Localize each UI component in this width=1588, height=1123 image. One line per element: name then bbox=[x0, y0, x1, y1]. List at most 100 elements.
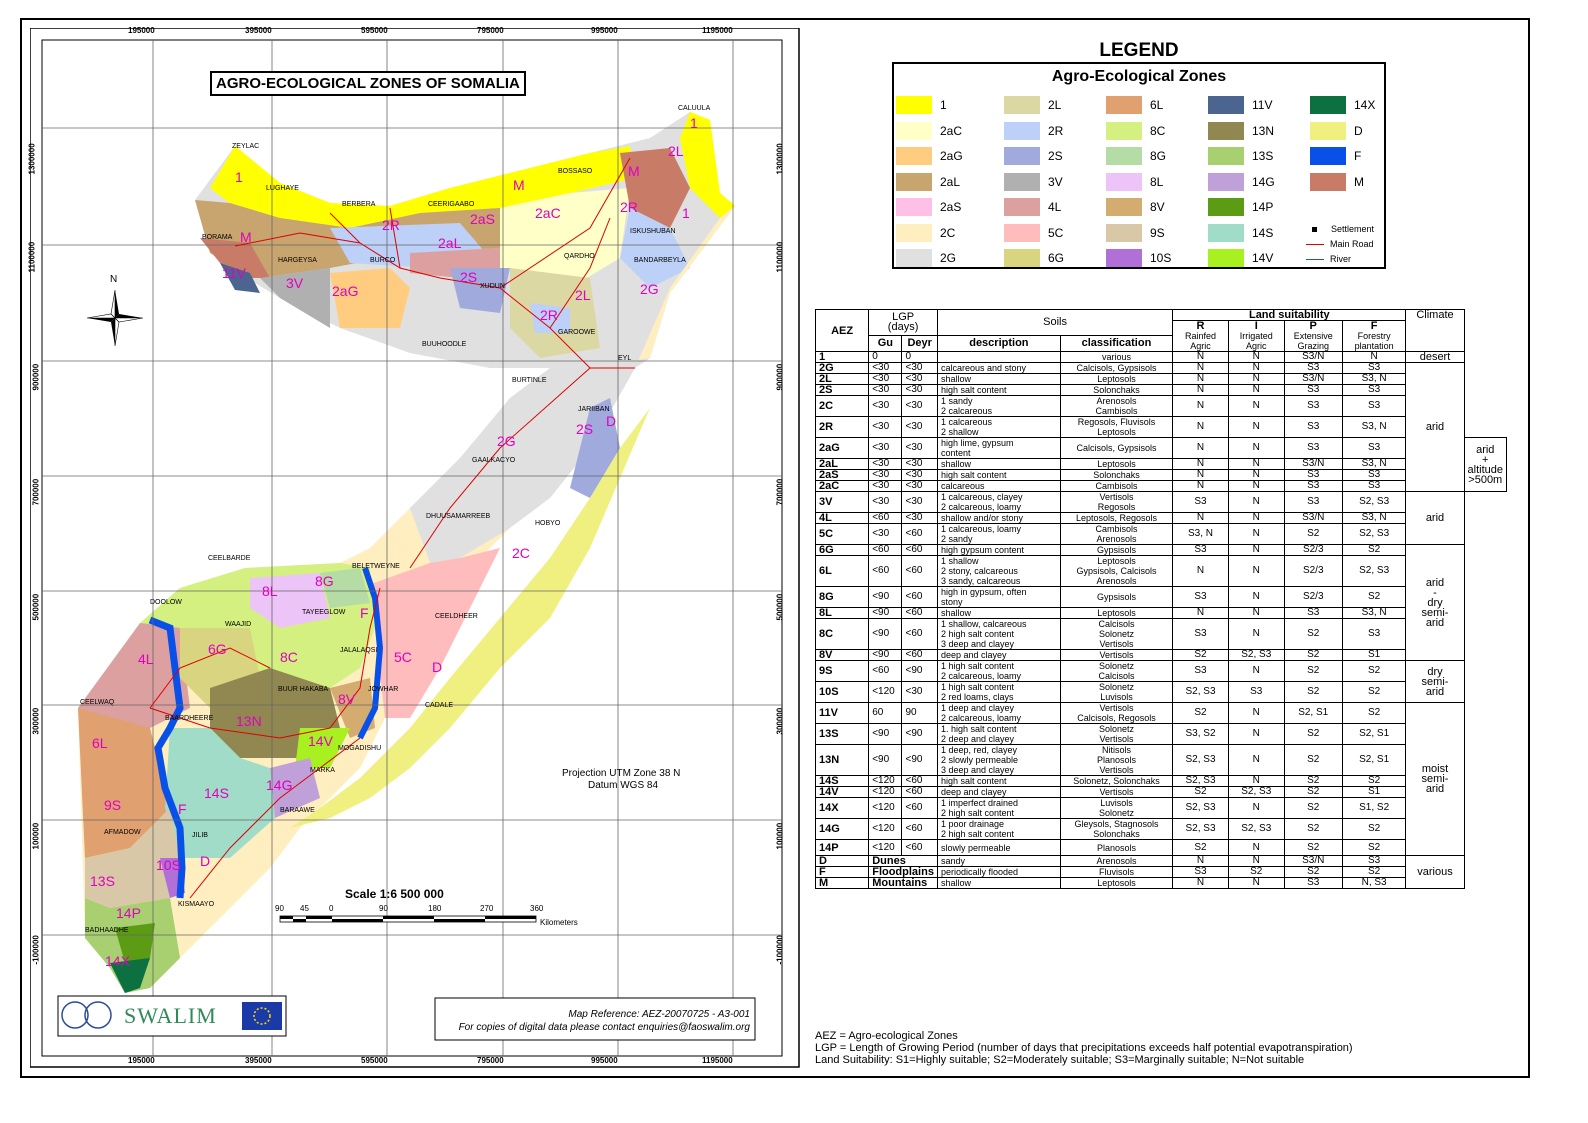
legend-item-10s: 10S bbox=[1106, 249, 1171, 267]
legend-item-3v: 3V bbox=[1004, 172, 1063, 191]
cell-cls: Vertisols Calcisols, Regosols bbox=[1059, 702, 1174, 724]
svg-text:1: 1 bbox=[690, 115, 698, 131]
svg-text:JOWHAR: JOWHAR bbox=[368, 686, 398, 693]
table-row: 8G <90 <60 high in gypsum, often stony Gypsi… bbox=[814, 586, 1507, 608]
aez-table: AEZ LGP (days) Soils Land suitability Cli… bbox=[814, 309, 1508, 889]
cell-r: N bbox=[1172, 607, 1229, 619]
svg-text:CADALE: CADALE bbox=[425, 702, 453, 709]
cell-deyr: <60 bbox=[901, 607, 938, 619]
cell-f: S2 bbox=[1341, 702, 1407, 724]
cell-gu: <90 bbox=[868, 618, 903, 650]
svg-text:14P: 14P bbox=[116, 905, 141, 921]
table-row: 11V 60 90 1 deep and clayey 2 calcareous, l… bbox=[814, 702, 1507, 856]
legend-swatch bbox=[1208, 96, 1244, 114]
cell-climate: desert bbox=[1405, 351, 1465, 363]
svg-text:14X: 14X bbox=[105, 953, 131, 969]
legend-swatch bbox=[1208, 121, 1244, 140]
cell-i: N bbox=[1227, 855, 1285, 867]
cell-f: S3 bbox=[1341, 362, 1407, 374]
legend-item-13n: 13N bbox=[1208, 121, 1274, 140]
table-row: 3V <30 <30 1 calcareous, clayey 2 calcareou… bbox=[814, 491, 1507, 545]
svg-text:MARKA: MARKA bbox=[310, 767, 335, 774]
cell-aez: 14P bbox=[814, 839, 870, 856]
cell-gu: <90 bbox=[868, 744, 903, 776]
col-p: P Extensive Grazing bbox=[1283, 320, 1343, 352]
cell-deyr: <60 bbox=[901, 649, 938, 661]
cell-deyr: <90 bbox=[901, 744, 938, 776]
cell-gu: <30 bbox=[868, 458, 903, 470]
cell-f: S2 bbox=[1341, 866, 1407, 878]
cell-f: S3, N bbox=[1341, 458, 1407, 470]
svg-text:8C: 8C bbox=[280, 649, 298, 665]
cell-r: S2, S3 bbox=[1172, 775, 1229, 787]
cell-desc: deep and clayey bbox=[936, 649, 1061, 661]
cell-i: N bbox=[1227, 586, 1285, 608]
svg-text:BADHAADHE: BADHAADHE bbox=[85, 927, 129, 934]
right-tick: 1100000 bbox=[775, 241, 785, 273]
legend-label: 2C bbox=[940, 225, 956, 240]
cell-i: N bbox=[1227, 437, 1285, 459]
cell-deyr: <30 bbox=[901, 395, 938, 417]
right-tick: 1300000 bbox=[775, 143, 785, 175]
svg-text:DHUUSAMARREEB: DHUUSAMARREEB bbox=[426, 513, 491, 520]
table-row: 6G <60 <60 high gypsum content Gypsisols S3 N S… bbox=[814, 544, 1507, 661]
cell-aez: 2aG bbox=[814, 437, 870, 459]
legend-label: 2R bbox=[1048, 123, 1064, 138]
cell-aez: 2R bbox=[814, 416, 870, 438]
cell-f: S1 bbox=[1341, 649, 1407, 661]
datum-text: Datum WGS 84 bbox=[588, 780, 659, 791]
svg-text:BOSSASO: BOSSASO bbox=[558, 168, 593, 175]
cell-r: N bbox=[1172, 351, 1229, 363]
table-row: 2G <30 <30 calcareous and stony Calcisols, G… bbox=[814, 362, 1507, 492]
svg-text:2G: 2G bbox=[497, 433, 516, 449]
cell-aez: 3V bbox=[814, 491, 870, 513]
cell-aez: F bbox=[814, 866, 870, 878]
north-arrow-icon bbox=[86, 289, 144, 347]
legend-item-14p: 14P bbox=[1208, 198, 1273, 216]
bottom-tick: 795000 bbox=[477, 1056, 504, 1065]
map-title: AGRO-ECOLOGICAL ZONES OF SOMALIA bbox=[210, 71, 526, 96]
cell-gu: <30 bbox=[868, 384, 903, 396]
legend-label: 13S bbox=[1252, 149, 1274, 163]
legend-item-8c: 8C bbox=[1106, 121, 1165, 140]
legend-label: 2G bbox=[940, 251, 957, 265]
svg-text:2aC: 2aC bbox=[535, 205, 561, 221]
svg-text:ISKUSHUBAN: ISKUSHUBAN bbox=[630, 228, 676, 235]
cell-p: S2 bbox=[1283, 723, 1343, 745]
legend-item-4l: 4L bbox=[1004, 198, 1061, 216]
legend-swatch bbox=[896, 223, 932, 242]
bottom-tick: 195000 bbox=[128, 1056, 155, 1065]
cell-gu: <60 bbox=[868, 544, 903, 556]
svg-text:1: 1 bbox=[682, 205, 690, 221]
scale-tick: 90 bbox=[379, 904, 388, 913]
svg-text:CEELWAQ: CEELWAQ bbox=[80, 699, 115, 706]
col-soils: Soils bbox=[936, 309, 1174, 336]
legend-swatch bbox=[1106, 147, 1142, 165]
cell-deyr: <30 bbox=[901, 480, 938, 492]
table-row: 2R <30 <30 1 calcareous 2 shallow Regosols, … bbox=[814, 416, 1507, 438]
legend-swatch bbox=[1208, 172, 1244, 191]
bottom-tick: 395000 bbox=[245, 1056, 272, 1065]
left-tick: 100000 bbox=[31, 822, 41, 850]
cell-cls: Solonetz Vertisols bbox=[1059, 723, 1174, 745]
legend-swatch bbox=[1310, 96, 1346, 114]
cell-desc: 1 deep and clayey 2 calcareous, loamy bbox=[936, 702, 1061, 724]
cell-deyr: 90 bbox=[901, 702, 938, 724]
roads-layer bbox=[149, 157, 635, 899]
map-panel[interactable]: CALUULA ZEYLAC LUGHAYE BOSSASO BERBERA C… bbox=[30, 28, 800, 1068]
legend-item-14g: 14G bbox=[1208, 172, 1275, 191]
cell-i: N bbox=[1227, 544, 1285, 556]
cell-r: S3, S2 bbox=[1172, 723, 1229, 745]
cell-desc: shallow bbox=[936, 607, 1061, 619]
cell-f: S2 bbox=[1341, 544, 1407, 556]
zones-layer bbox=[78, 112, 735, 993]
scale-bar bbox=[279, 915, 537, 923]
legend-swatch bbox=[1004, 147, 1040, 165]
cell-r: N bbox=[1172, 416, 1229, 438]
svg-text:2L: 2L bbox=[575, 287, 591, 303]
cell-cls: Regosols, Fluvisols Leptosols bbox=[1059, 416, 1174, 438]
right-tick: 900000 bbox=[775, 363, 785, 391]
cell-aez: 13N bbox=[814, 744, 870, 776]
cell-cls: Calcisols, Gypsisols bbox=[1059, 437, 1174, 459]
cell-aez: 9S bbox=[814, 660, 870, 682]
